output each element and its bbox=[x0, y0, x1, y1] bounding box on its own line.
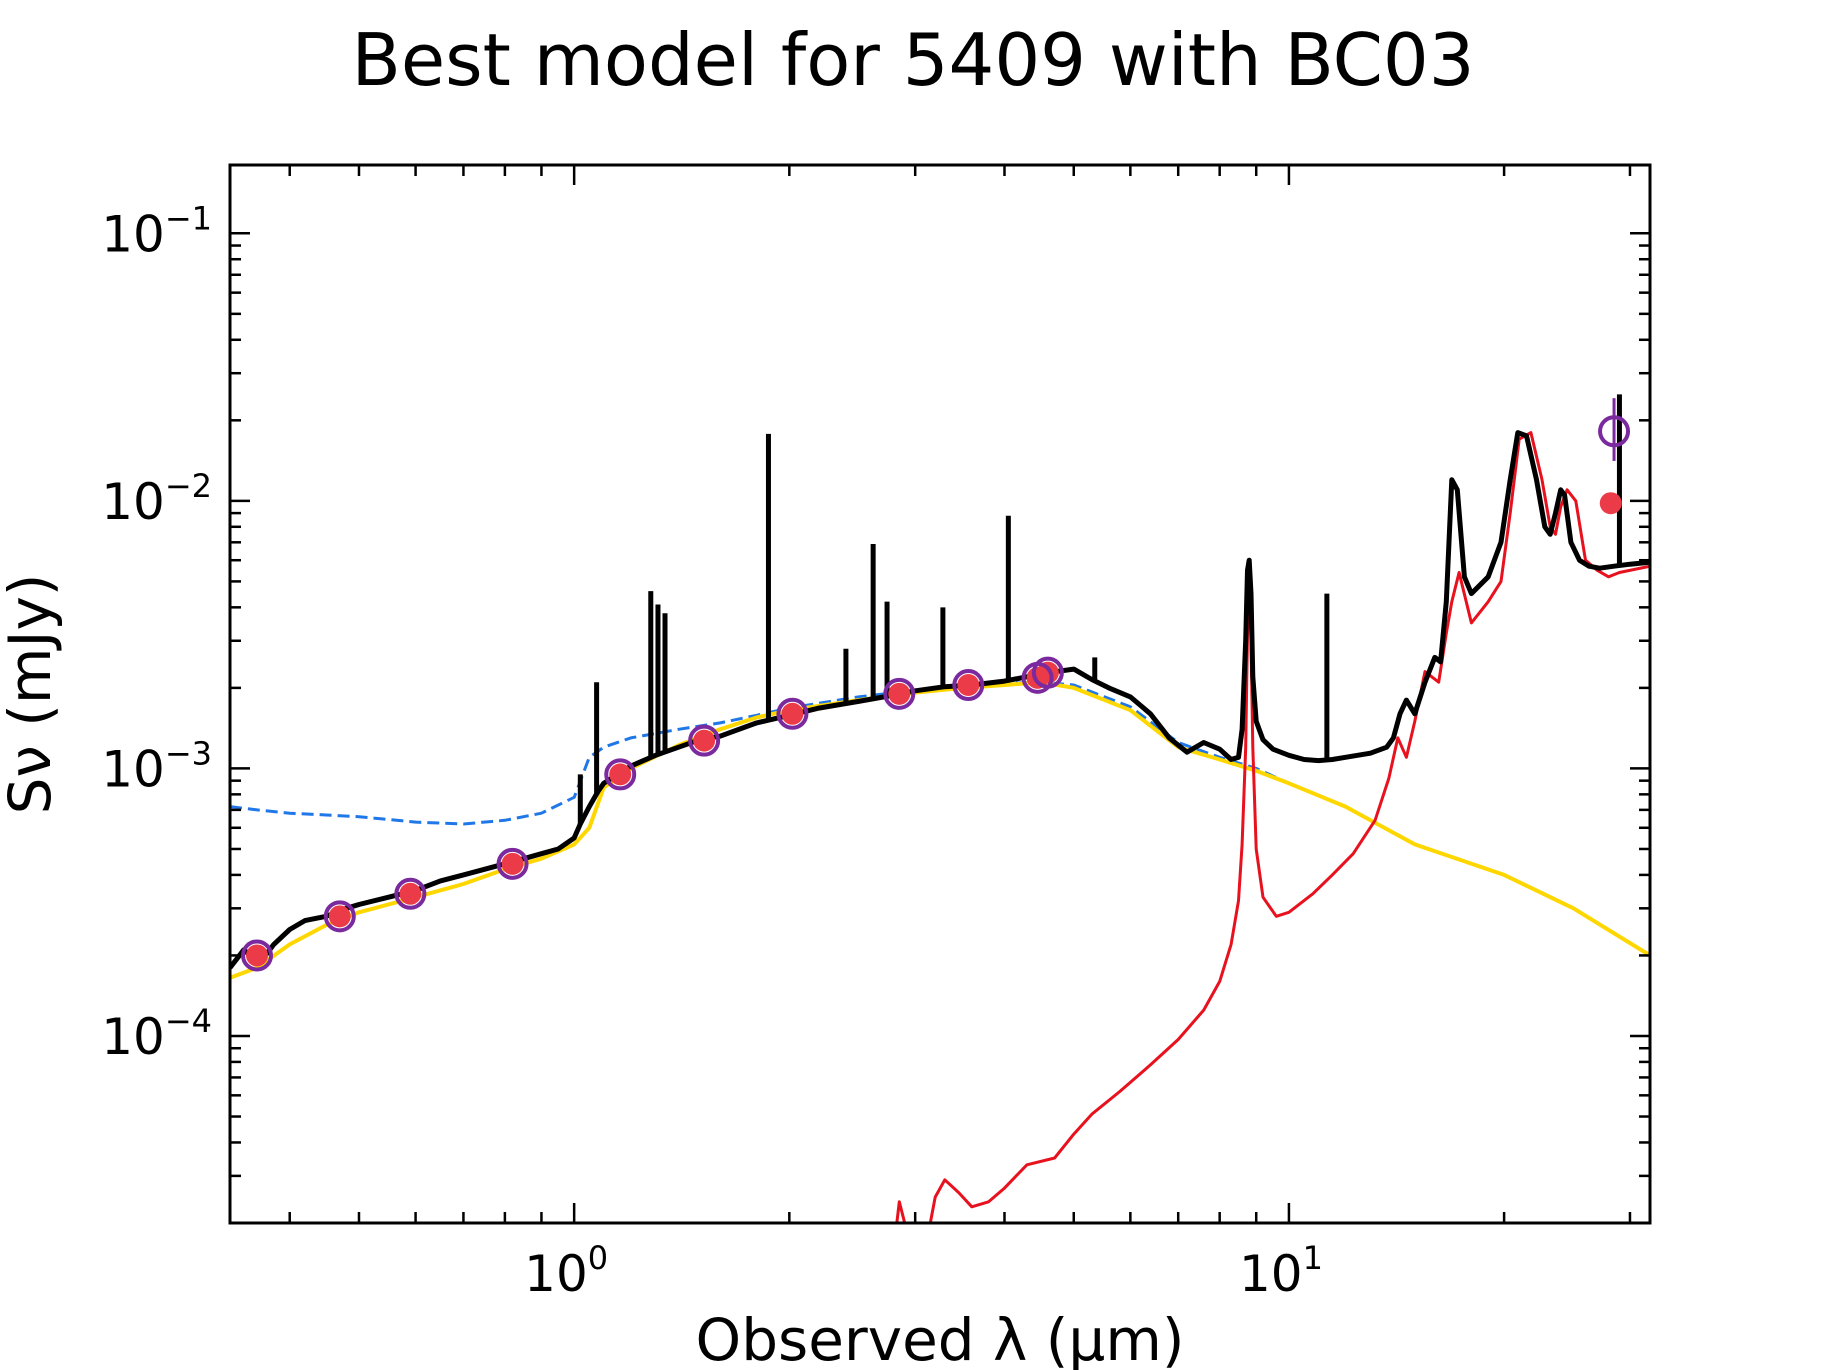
observed-flux-point bbox=[496, 847, 529, 880]
model-flux-point bbox=[1599, 492, 1622, 515]
observed-flux-point bbox=[688, 724, 721, 757]
model-flux-point bbox=[693, 729, 716, 752]
model-flux-point bbox=[501, 852, 524, 875]
model-flux-point bbox=[399, 882, 422, 905]
model-flux-point bbox=[888, 682, 911, 705]
observed-flux-point bbox=[241, 939, 274, 972]
plot-frame bbox=[228, 163, 1652, 1225]
y-tick-label: 10−2 bbox=[101, 467, 212, 531]
ticks-layer: 100 101 10−1 10−2 10−3 10−4 bbox=[101, 165, 1650, 1303]
chart-title: Best model for 5409 with BC03 bbox=[351, 18, 1474, 102]
series-line-dust-emission bbox=[895, 431, 1650, 1223]
observed-flux-point bbox=[776, 697, 809, 730]
observed-flux-point bbox=[1598, 415, 1631, 448]
model-flux-point bbox=[328, 905, 351, 928]
points-layer bbox=[241, 398, 1631, 972]
model-flux-point bbox=[609, 763, 632, 786]
series-line-unattenuated-stellar bbox=[230, 680, 1650, 957]
series-layer bbox=[230, 394, 1650, 1223]
y-tick-label: 10−4 bbox=[101, 1002, 212, 1066]
series-line-model-spectrum bbox=[230, 430, 1650, 970]
plot-area bbox=[230, 394, 1650, 1223]
observed-flux-point bbox=[883, 677, 916, 710]
y-tick-label: 10−3 bbox=[101, 734, 212, 798]
y-tick-label: 10−1 bbox=[101, 199, 212, 263]
observed-flux-point bbox=[323, 900, 356, 933]
x-tick-label: 101 bbox=[1239, 1239, 1323, 1303]
y-axis-label: Sν (mJy) bbox=[0, 574, 64, 815]
model-flux-point bbox=[957, 674, 980, 697]
observed-flux-point bbox=[394, 877, 427, 910]
observed-flux-point bbox=[604, 758, 637, 791]
model-flux-point bbox=[781, 702, 804, 725]
series-line-attenuated-stellar bbox=[230, 680, 1650, 980]
x-axis-label: Observed λ (μm) bbox=[696, 1306, 1185, 1370]
observed-flux-point bbox=[1031, 656, 1064, 689]
observed-flux-point bbox=[952, 669, 985, 702]
x-tick-label: 100 bbox=[524, 1239, 608, 1303]
model-flux-point bbox=[246, 944, 269, 967]
